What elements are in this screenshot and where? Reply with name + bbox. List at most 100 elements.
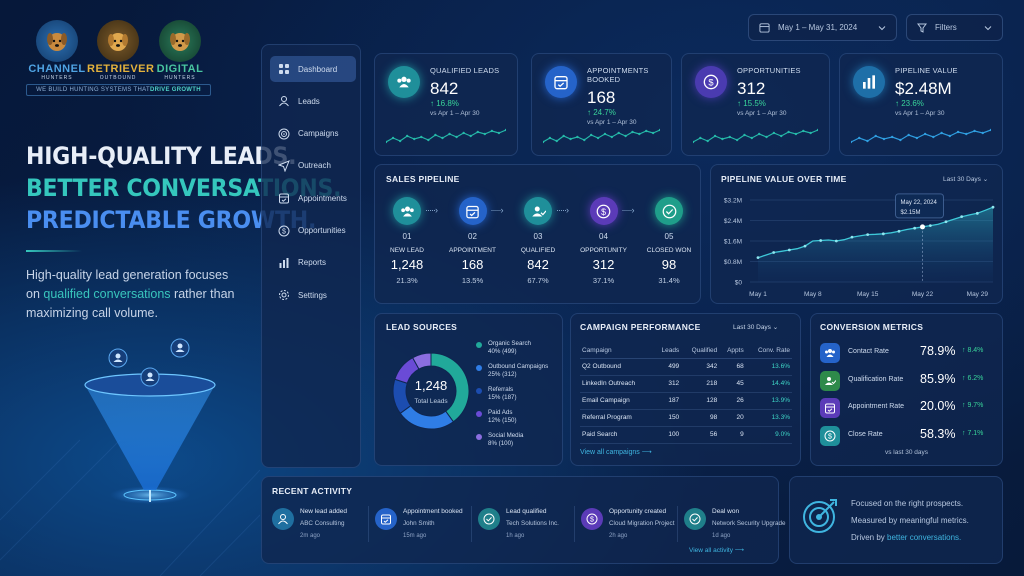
conversion-value: 85.9% [920, 371, 956, 386]
sparkline-point [490, 129, 494, 133]
stage-arrow-icon: ·····› [621, 205, 635, 215]
data-point [803, 244, 807, 248]
pipeline-stage: 03 QUALIFIED 842 67.7% [510, 197, 566, 285]
sparkline-point [462, 131, 465, 135]
conversion-name: Appointment Rate [848, 403, 905, 410]
logo-digital-hunters: DIGITAL HUNTERS [149, 20, 211, 81]
activity-divider [677, 506, 678, 542]
table-row[interactable]: Email Campaign 187 128 26 13.9% [580, 392, 792, 410]
table-cell: 20 [719, 409, 746, 427]
sparkline-point [448, 132, 451, 136]
kpi-value: 312 [737, 79, 766, 98]
sidebar-item-label: Reports [298, 258, 327, 268]
date-range-button[interactable]: May 1 – May 31, 2024 [748, 14, 897, 41]
stage-icon-wrap: $ [589, 197, 618, 225]
user-check-icon [825, 376, 836, 385]
conversion-name: Qualification Rate [848, 375, 904, 383]
kpi-compare: vs Apr 1 – Apr 30 [587, 119, 637, 126]
legend-dot [476, 388, 482, 394]
filter-icon [917, 23, 927, 33]
conversion-value: 20.0% [920, 399, 956, 413]
sparkline-point [899, 138, 902, 142]
legend-name: Organic Search [488, 340, 531, 347]
funnel-illustration [84, 338, 216, 504]
campaign-range-dropdown[interactable]: Last 30 Days ⌄ [733, 323, 778, 331]
users-icon [400, 206, 414, 216]
view-all-campaigns-link[interactable]: View all campaigns ⟶ [580, 448, 652, 456]
send-icon [278, 159, 290, 172]
arrow-up-icon: ↑ [962, 347, 968, 354]
sidebar-item-appointments[interactable]: Appointments [270, 185, 356, 211]
stage-name: QUALIFIED [520, 247, 556, 254]
sidebar-item-leads[interactable]: Leads [270, 88, 356, 114]
pipeline-stage: 05 CLOSED WON 98 31.4% [641, 197, 697, 285]
sparkline-point [398, 139, 402, 143]
stage-count: 1,248 [390, 257, 424, 272]
stage-icon-wrap [655, 197, 683, 225]
stage-name: APPOINTMENT [449, 247, 496, 254]
table-row[interactable]: Paid Search 100 56 9 9.0% [580, 426, 792, 444]
sparkline-point [981, 131, 984, 135]
sidebar-item-campaigns[interactable]: Campaigns [270, 121, 356, 147]
legend-detail: 8% (100) [488, 440, 514, 447]
arrow-up-icon: ↑ [962, 374, 968, 382]
dollar-icon: $ [703, 74, 719, 90]
kpi-value: 168 [587, 88, 616, 107]
sidebar-item-settings[interactable]: Settings [270, 282, 356, 308]
table-cell: 312 [653, 375, 682, 393]
sidebar-item-reports[interactable]: Reports [270, 250, 356, 276]
sparkline-point [794, 132, 798, 136]
svg-text:$: $ [282, 228, 286, 235]
activity-icon-wrap: $ [581, 508, 603, 530]
table-row[interactable]: LinkedIn Outreach 312 218 45 14.4% [580, 375, 792, 393]
conversion-icon-wrap [820, 343, 840, 363]
data-point [928, 224, 932, 228]
sparkline-point [569, 137, 572, 141]
tooltip-date: May 22, 2024 [901, 200, 938, 206]
data-point [787, 248, 791, 252]
y-tick-label: $1.6M [724, 239, 742, 246]
arrow-up-icon: ↑ [962, 402, 968, 409]
table-cell: 150 [653, 409, 682, 427]
legend-name: Referrals [488, 386, 514, 393]
target-icon [803, 499, 837, 533]
stage-count: 168 [461, 257, 484, 272]
view-all-activity-link[interactable]: View all activity ⟶ [689, 546, 744, 554]
table-cell: 13.6% [745, 358, 792, 376]
sparkline-path [543, 129, 660, 143]
promo-line-3-accent: better conversations. [887, 533, 962, 542]
kpi-change: ↑ 24.7% [587, 108, 616, 117]
filters-button[interactable]: Filters [906, 14, 1003, 41]
sidebar-item-dashboard[interactable]: Dashboard [270, 56, 356, 82]
campaign-title: CAMPAIGN PERFORMANCE [580, 322, 701, 332]
sparkline-point [989, 128, 991, 132]
sparkline-point [735, 138, 739, 142]
legend-item: Social Media 8% (100) [476, 432, 524, 448]
sidebar-item-outreach[interactable]: Outreach [270, 153, 356, 179]
table-cell: 56 [681, 426, 720, 444]
table-row[interactable]: Referral Program 150 98 20 13.3% [580, 409, 792, 427]
sparkline-point [956, 130, 960, 134]
sidebar-item-opportunities[interactable]: $ Opportunities [270, 218, 356, 244]
sparkline-point [413, 137, 416, 141]
table-row[interactable]: Q2 Outbound 499 342 68 13.6% [580, 358, 792, 376]
dollar-icon: $ [824, 430, 836, 441]
stage-icon-wrap [458, 197, 487, 225]
sales-pipeline-panel [374, 164, 701, 304]
user-node-icon [108, 348, 128, 368]
sidebar-item-label: Opportunities [298, 226, 346, 235]
arrow-right-icon: ⟶ [641, 449, 652, 456]
sparkline-point [617, 131, 620, 135]
sparkline-point [728, 135, 731, 139]
table-cell: 187 [653, 392, 682, 410]
sidebar-item-label: Leads [298, 96, 320, 106]
arrow-up-icon: ↑ [962, 429, 968, 437]
tooltip-value: $2.15M [901, 210, 921, 216]
chart-range-dropdown[interactable]: Last 30 Days ⌄ [943, 175, 988, 183]
view-all-campaigns-label: View all campaigns [580, 449, 640, 456]
donut-slice-social-media [412, 352, 432, 370]
legend-name: Social Media [488, 432, 524, 439]
sparkline-point [787, 130, 790, 134]
sparkline-point [562, 134, 565, 138]
sparkline-point [504, 128, 506, 132]
